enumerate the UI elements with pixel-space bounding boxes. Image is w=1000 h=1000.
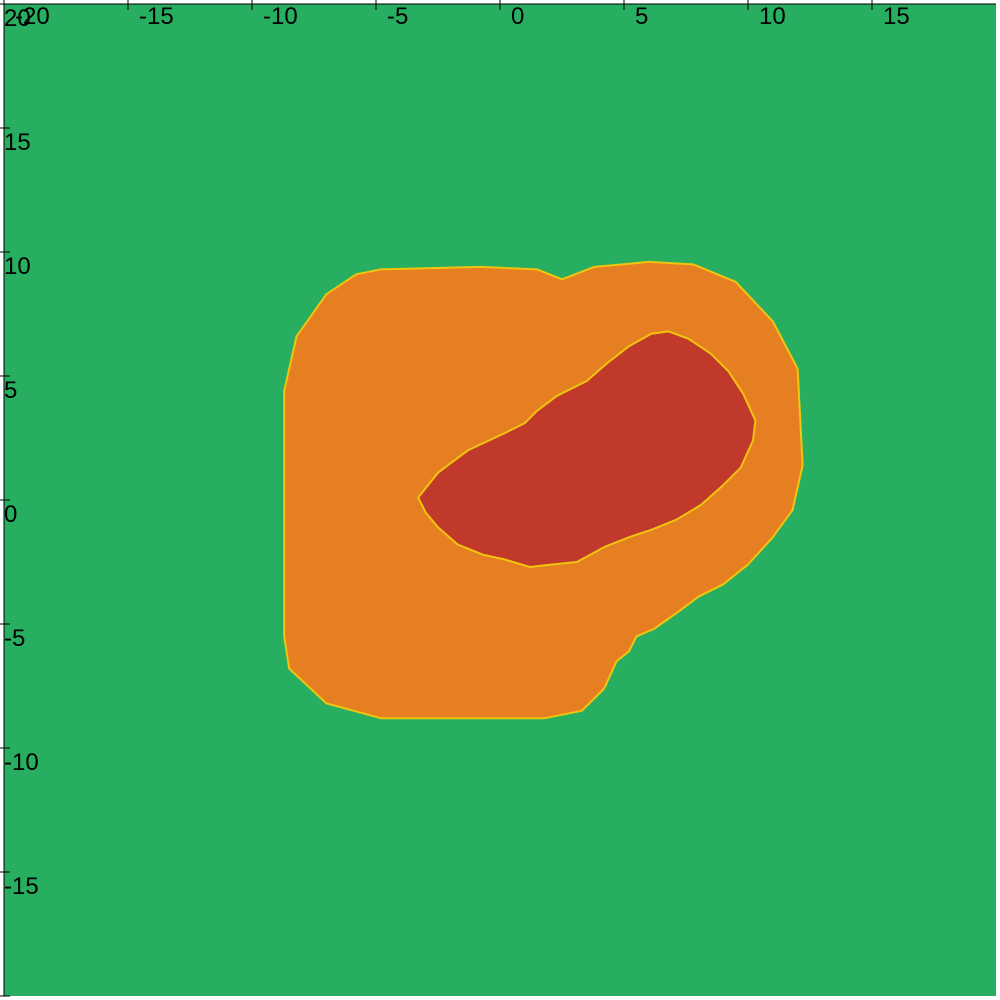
region-inner-region: [417, 330, 757, 568]
x-tick-label: -15: [139, 3, 174, 30]
x-tick-label: 10: [759, 3, 786, 30]
x-tick-label: 0: [511, 3, 524, 30]
x-tick-label: -10: [263, 3, 298, 30]
regions-layer: [4, 4, 996, 996]
y-tick-label: -10: [4, 749, 39, 776]
y-tick-label: 10: [4, 253, 31, 280]
y-tick-label: -5: [4, 625, 25, 652]
y-tick-label: 20: [4, 5, 31, 32]
y-tick-label: -20: [4, 997, 39, 1000]
y-tick-label: -15: [4, 873, 39, 900]
y-tick-label: 5: [4, 377, 17, 404]
x-tick-label: 5: [635, 3, 648, 30]
x-tick-label: 15: [883, 3, 910, 30]
y-tick-label: 15: [4, 129, 31, 156]
x-tick-label: -20: [15, 3, 50, 30]
y-tick-label: 0: [4, 501, 17, 528]
x-tick-label: -5: [387, 3, 408, 30]
